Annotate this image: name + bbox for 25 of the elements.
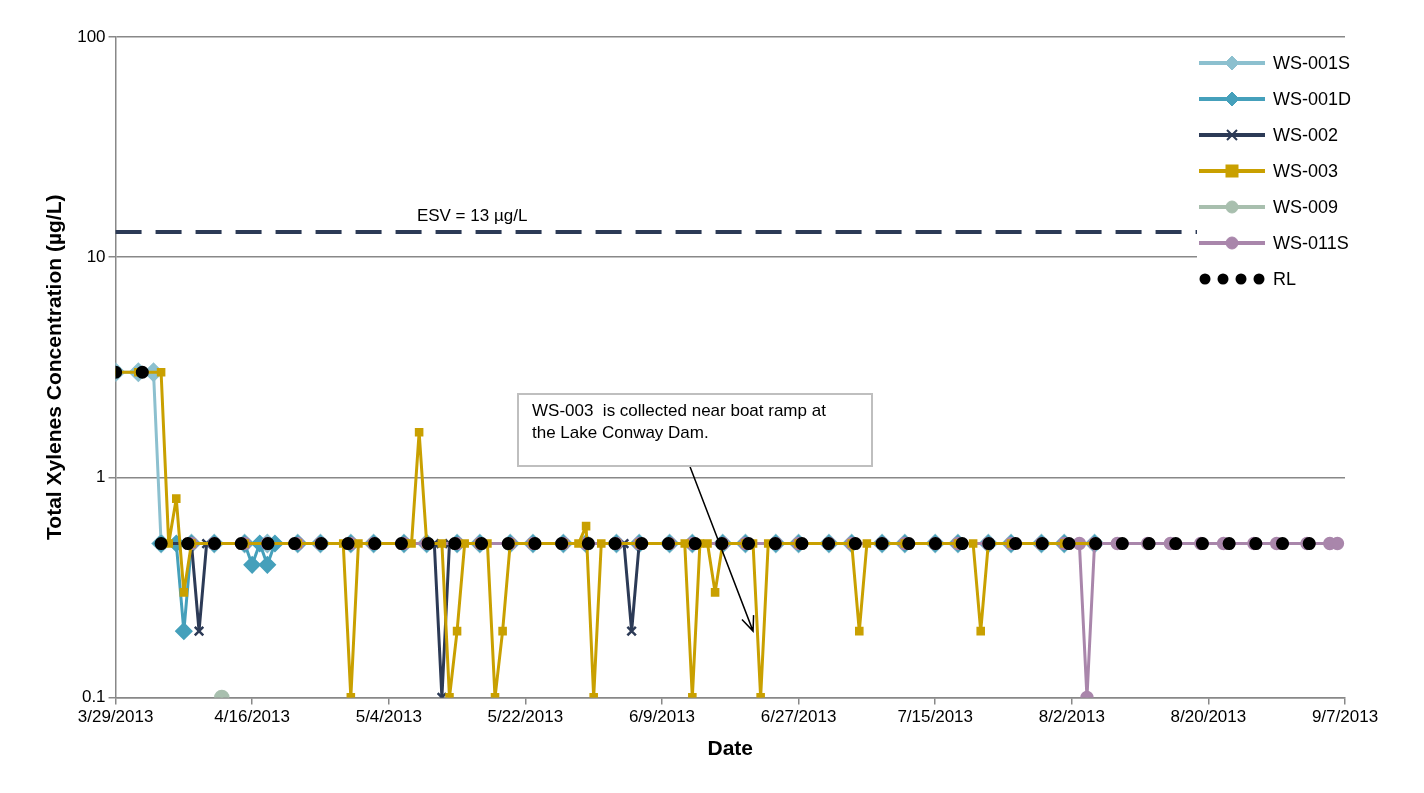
legend-label: WS-002 [1273,124,1339,146]
legend-label: WS-003 [1273,160,1339,182]
y-tick-label: 1 [96,466,106,486]
legend-label: WS-009 [1273,196,1339,218]
x-tick-label: 4/16/2013 [214,707,290,727]
y-tick-label: 100 [77,26,106,46]
legend-label: WS-011S [1273,232,1349,254]
x-tick-label: 8/20/2013 [1170,707,1247,727]
y-tick-label: 0.1 [81,687,106,707]
y-tick-label: 10 [86,246,106,266]
x-tick-label: 6/27/2013 [760,707,837,727]
x-axis-title: Date [707,736,754,760]
legend-label: RL [1273,268,1297,290]
x-tick-label: 5/22/2013 [487,707,564,727]
y-axis-title: Total Xylenes Concentration (µg/L) [42,194,66,540]
x-tick-label: 5/4/2013 [355,707,422,727]
x-tick-label: 3/29/2013 [77,707,154,727]
legend-label: WS-001D [1273,88,1352,110]
ref-line-label: ESV = 13 µg/L [416,206,528,226]
legend-label: WS-001S [1273,52,1351,74]
x-tick-label: 7/15/2013 [897,707,974,727]
annotation: WS-003 is collected near boat ramp at the Lake Conway Dam. [532,400,827,444]
x-tick-label: 8/2/2013 [1038,707,1105,727]
x-tick-label: 6/9/2013 [628,707,696,727]
x-tick-label: 9/7/2013 [1311,707,1379,727]
